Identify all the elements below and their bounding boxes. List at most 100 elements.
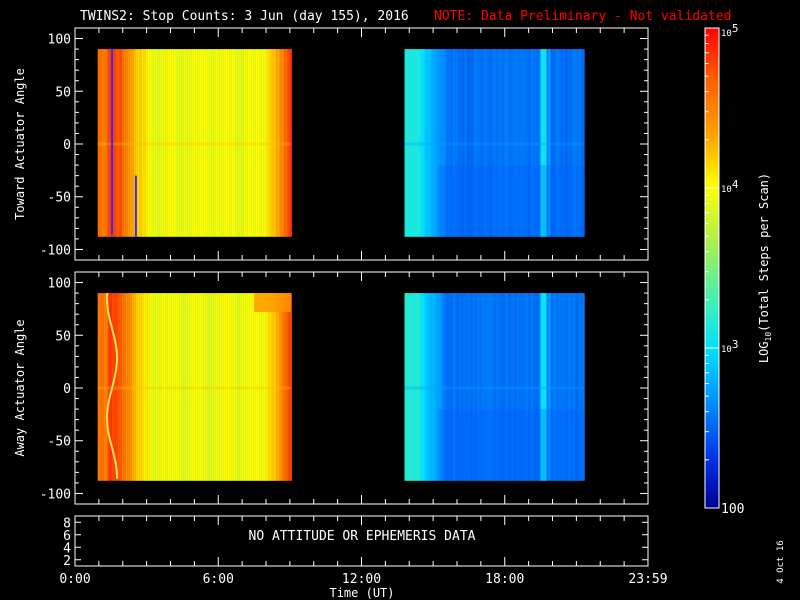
away-heatmap-column (424, 293, 427, 481)
toward-heatmap-column (239, 49, 242, 237)
away-heatmap-column (141, 293, 144, 481)
away-heatmap-column (514, 293, 517, 481)
toward-heatmap-column (540, 49, 543, 237)
toward-heatmap-column (205, 49, 208, 237)
colorbar-tick-label: 100 (721, 502, 744, 517)
toward-heatmap-column (157, 49, 160, 237)
toward-heatmap-column (267, 49, 270, 237)
toward-heatmap-column (514, 49, 517, 237)
toward-heatmap-column (546, 49, 549, 237)
away-heatmap-column (498, 293, 501, 481)
away-heatmap-column (183, 293, 186, 481)
toward-heatmap-column (151, 49, 154, 237)
toward-lower-wash (437, 165, 584, 237)
away-heatmap-column (582, 293, 585, 481)
toward-heatmap-column (247, 49, 250, 237)
toward-heatmap-column (181, 49, 184, 237)
away-heatmap-column (137, 293, 140, 481)
toward-heatmap-column (119, 49, 122, 237)
toward-heatmap-column (127, 49, 130, 237)
away-heatmap-column (163, 293, 166, 481)
toward-heatmap-column (452, 49, 455, 237)
toward-heatmap-column (554, 49, 557, 237)
toward-heatmap-column (249, 49, 252, 237)
toward-heatmap-column (582, 49, 585, 237)
toward-heatmap-column (189, 49, 192, 237)
toward-actuator-panel: 100 50 0 -50 -100 Toward Actuator Angle (13, 27, 649, 261)
toward-heatmap-column (283, 49, 286, 237)
away-zero-angle-band (97, 386, 292, 390)
away-heatmap-column (103, 293, 106, 481)
away-heatmap-column (105, 293, 108, 481)
toward-heatmap (97, 49, 585, 237)
toward-heatmap-column (538, 49, 541, 237)
toward-heatmap-column (484, 49, 487, 237)
away-heatmap-column (175, 293, 178, 481)
toward-heatmap-column (562, 49, 565, 237)
toward-heatmap-column (193, 49, 196, 237)
toward-heatmap-column (243, 49, 246, 237)
away-heatmap-column (408, 293, 411, 481)
toward-heatmap-column (173, 49, 176, 237)
toward-heatmap-column (472, 49, 475, 237)
toward-heatmap-column (576, 49, 579, 237)
toward-heatmap-column (125, 49, 128, 237)
away-heatmap-column (229, 293, 232, 481)
toward-heatmap-column (408, 49, 411, 237)
away-heatmap-column (231, 293, 234, 481)
away-heatmap-column (474, 293, 477, 481)
away-heatmap-column (452, 293, 455, 481)
toward-heatmap-column (476, 49, 479, 237)
toward-heatmap-column (430, 49, 433, 237)
toward-heatmap-column (552, 49, 555, 237)
toward-heatmap-column (225, 49, 228, 237)
toward-heatmap-column (412, 49, 415, 237)
toward-heatmap-column (468, 49, 471, 237)
toward-heatmap-column (406, 49, 409, 237)
toward-heatmap-column (183, 49, 186, 237)
toward-heatmap-column (133, 49, 136, 237)
toward-heatmap-column (253, 49, 256, 237)
no-data-message: NO ATTITUDE OR EPHEMERIS DATA (249, 529, 476, 544)
away-heatmap-column (550, 293, 553, 481)
toward-heatmap-column (163, 49, 166, 237)
away-heatmap-column (534, 293, 537, 481)
away-heatmap-column (494, 293, 497, 481)
toward-heatmap-column (528, 49, 531, 237)
toward-heatmap-column (171, 49, 174, 237)
toward-heatmap-column (103, 49, 106, 237)
toward-heatmap-column (570, 49, 573, 237)
away-heatmap-column (404, 293, 407, 481)
away-heatmap-column (480, 293, 483, 481)
ephemeris-ytick-label: 2 (63, 554, 71, 569)
toward-heatmap-column (207, 49, 210, 237)
toward-heatmap-column (444, 49, 447, 237)
away-heatmap-column (528, 293, 531, 481)
toward-heatmap-column (450, 49, 453, 237)
away-heatmap-column (281, 293, 284, 481)
toward-heatmap-column (223, 49, 226, 237)
away-heatmap-column (436, 293, 439, 481)
toward-heatmap-column (480, 49, 483, 237)
away-heatmap-column (420, 293, 423, 481)
colorbar-gradient (704, 27, 720, 509)
away-heatmap-column (482, 293, 485, 481)
away-heatmap-column (187, 293, 190, 481)
toward-heatmap-column (153, 49, 156, 237)
away-ytick-label: -50 (48, 435, 71, 450)
toward-heatmap-column (462, 49, 465, 237)
away-heatmap-column (279, 293, 282, 481)
away-heatmap-column (570, 293, 573, 481)
toward-heatmap-column (474, 49, 477, 237)
toward-heatmap-column (532, 49, 535, 237)
away-heatmap-column (522, 293, 525, 481)
toward-heatmap-column (209, 49, 212, 237)
away-heatmap-column (486, 293, 489, 481)
toward-heatmap-column (436, 49, 439, 237)
away-heatmap-column (273, 293, 276, 481)
away-heatmap-column (538, 293, 541, 481)
toward-heatmap-column (97, 49, 100, 237)
toward-heatmap-column (504, 49, 507, 237)
toward-heatmap-column (486, 49, 489, 237)
away-heatmap-column (153, 293, 156, 481)
